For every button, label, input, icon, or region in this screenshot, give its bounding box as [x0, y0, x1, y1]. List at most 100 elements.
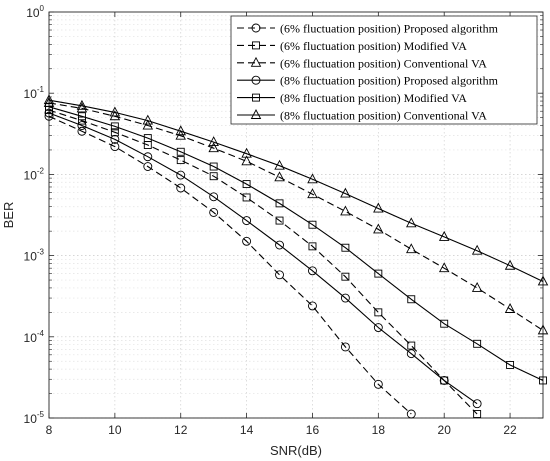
marker-square	[407, 295, 416, 304]
marker-square	[308, 242, 317, 251]
marker-circle	[44, 108, 54, 118]
marker-triangle	[406, 217, 417, 228]
y-tick-label: 100	[26, 4, 44, 20]
marker-square	[209, 162, 218, 171]
marker-circle	[44, 111, 54, 121]
marker-square	[374, 308, 383, 317]
legend-entry: (6% fluctuation position) Conventional V…	[237, 56, 487, 70]
marker-triangle	[142, 119, 154, 130]
plot-border	[48, 11, 544, 419]
y-axis-label: BER	[1, 202, 16, 229]
y-tick-label: 10-3	[24, 248, 45, 264]
marker-triangle	[438, 262, 450, 273]
marker-square	[440, 319, 449, 328]
marker-square	[374, 269, 383, 278]
marker-square	[440, 376, 449, 385]
marker-triangle	[76, 99, 88, 110]
series-5	[45, 102, 547, 385]
marker-square	[308, 220, 317, 229]
marker-square	[242, 180, 251, 189]
marker-square	[539, 376, 547, 385]
series-line	[48, 115, 412, 415]
marker-circle	[373, 379, 383, 389]
x-tick-label: 16	[306, 423, 320, 437]
marker-triangle	[504, 303, 516, 313]
marker-circle	[373, 323, 383, 332]
series-line	[48, 109, 478, 415]
marker-circle	[472, 399, 482, 409]
y-tick-label: 10-1	[24, 85, 45, 101]
marker-triangle	[274, 171, 285, 182]
marker-circle	[242, 216, 252, 226]
marker-square	[407, 341, 416, 350]
legend-label: (6% fluctuation position) Modified VA	[280, 39, 467, 53]
legend-entry: (6% fluctuation position) Modified VA	[237, 39, 467, 53]
marker-circle	[77, 121, 87, 130]
marker-circle	[406, 409, 416, 419]
marker-triangle	[109, 106, 121, 117]
marker-triangle	[250, 109, 262, 119]
marker-square	[275, 199, 284, 208]
x-tick-label: 8	[46, 423, 53, 437]
marker-square	[176, 156, 185, 165]
legend-entry: (6% fluctuation position) Proposed algor…	[237, 22, 499, 36]
series-4	[44, 108, 482, 409]
series-6	[43, 94, 549, 286]
marker-triangle	[208, 142, 219, 153]
marker-square	[110, 122, 119, 131]
marker-triangle	[307, 188, 318, 199]
marker-triangle	[142, 114, 154, 125]
y-tick-label: 10-4	[24, 329, 45, 345]
marker-triangle	[241, 147, 252, 158]
series-1	[44, 111, 416, 419]
marker-circle	[77, 126, 87, 136]
marker-circle	[176, 183, 186, 193]
marker-square	[176, 147, 185, 156]
plot-frame	[48, 11, 544, 419]
marker-circle	[251, 23, 261, 33]
legend-entry: (8% fluctuation position) Proposed algor…	[237, 74, 499, 88]
x-tick-label: 18	[372, 423, 386, 437]
marker-square	[275, 216, 284, 225]
marker-circle	[308, 266, 317, 276]
axis-ticks: 8 10 12 14 16 18 20 22 100 10-1 10-2 10-3 10-4 10-5	[24, 4, 543, 437]
marker-circle	[110, 142, 120, 152]
marker-triangle	[307, 173, 318, 184]
y-tick-label: 10-5	[24, 410, 45, 426]
marker-circle	[110, 134, 120, 144]
marker-triangle	[438, 230, 450, 241]
marker-triangle	[43, 94, 55, 105]
marker-circle	[275, 270, 284, 280]
marker-triangle	[373, 202, 384, 213]
marker-triangle	[241, 155, 252, 166]
series-line	[48, 112, 478, 405]
marker-circle	[340, 293, 350, 303]
legend-entry: (8% fluctuation position) Conventional V…	[237, 109, 487, 123]
x-tick-label: 14	[240, 423, 254, 437]
series-line	[48, 99, 544, 282]
marker-circle	[209, 207, 219, 217]
marker-triangle	[208, 136, 219, 147]
legend-label: (8% fluctuation position) Conventional V…	[280, 109, 487, 123]
marker-square	[252, 41, 260, 50]
x-tick-label: 10	[108, 423, 122, 437]
x-tick-label: 12	[174, 423, 188, 437]
marker-circle	[439, 376, 449, 385]
legend: (6% fluctuation position) Proposed algor…	[230, 15, 538, 125]
series-line	[48, 106, 544, 381]
marker-triangle	[504, 259, 516, 270]
y-tick-label: 10-2	[24, 166, 45, 182]
marker-triangle	[537, 275, 549, 286]
marker-circle	[209, 192, 219, 202]
marker-circle	[176, 170, 186, 180]
marker-triangle	[340, 187, 351, 198]
legend-label: (6% fluctuation position) Proposed algor…	[280, 22, 499, 36]
legend-box	[230, 15, 538, 125]
marker-triangle	[373, 223, 384, 234]
marker-triangle	[175, 125, 186, 136]
marker-triangle	[471, 281, 483, 292]
legend-label: (8% fluctuation position) Proposed algor…	[280, 74, 499, 88]
legend-label: (8% fluctuation position) Modified VA	[280, 91, 467, 105]
marker-square	[341, 243, 350, 252]
marker-square	[341, 272, 350, 281]
